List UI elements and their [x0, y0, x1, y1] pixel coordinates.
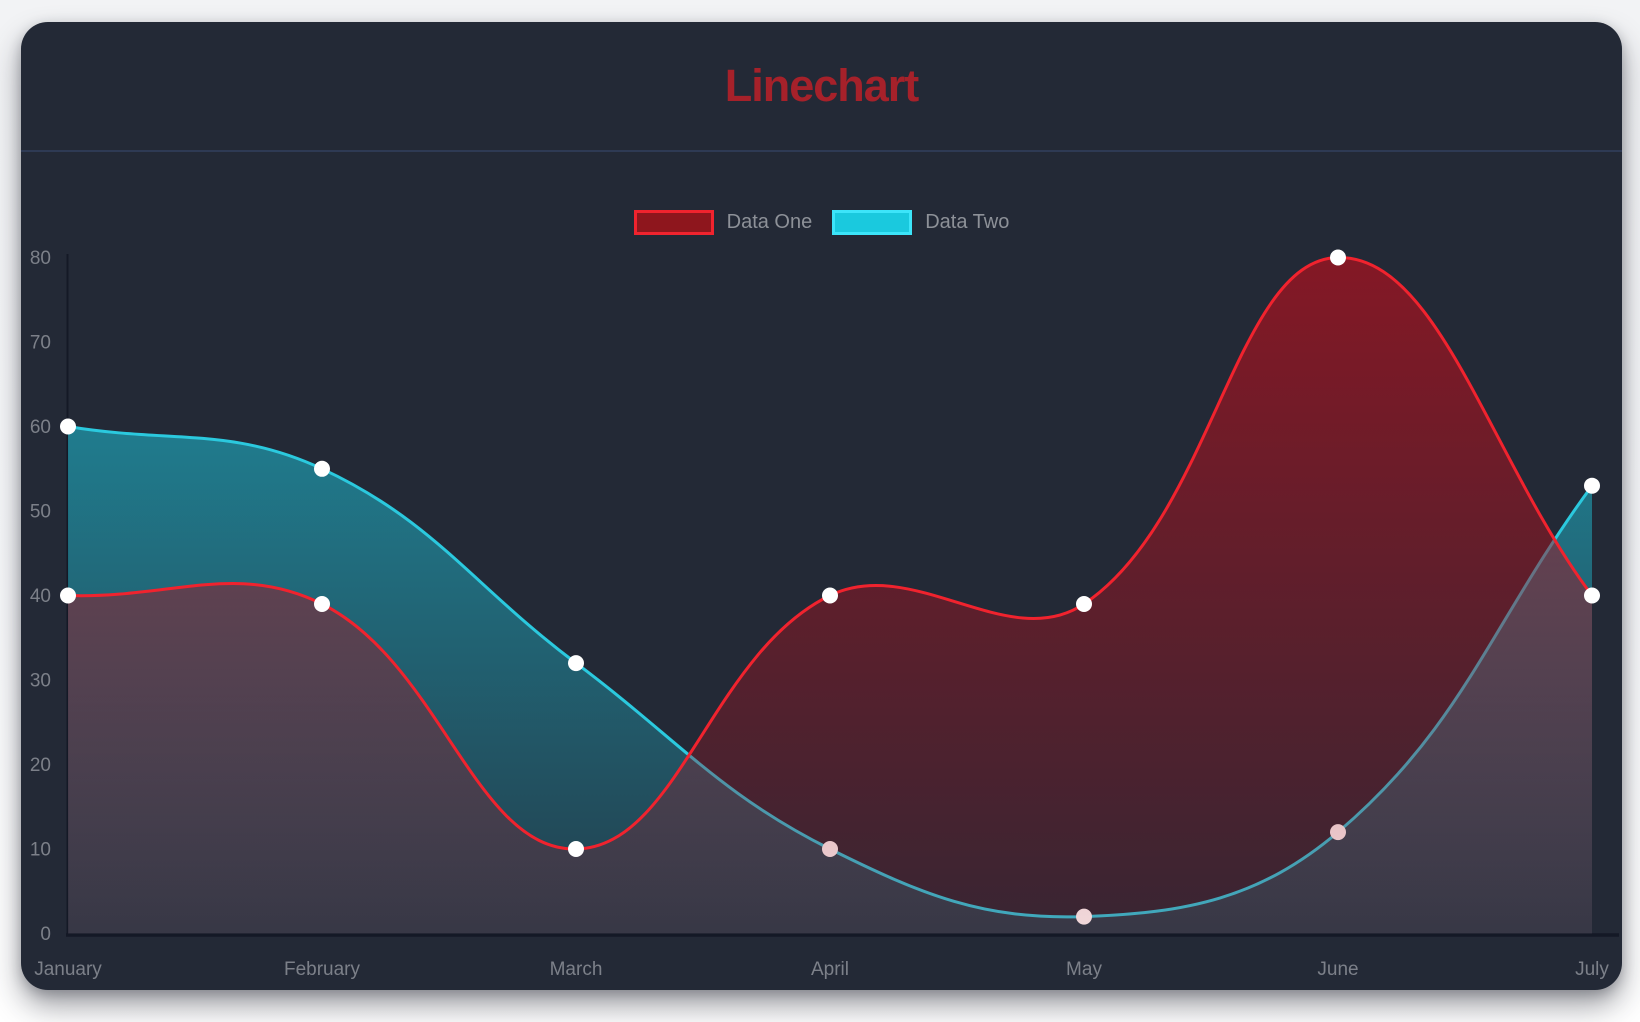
legend-swatch-data-two — [832, 210, 913, 235]
x-axis-tick-labels: January February March April May June July — [34, 959, 1609, 980]
y-tick-label: 70 — [30, 333, 51, 354]
legend-label: Data One — [726, 211, 813, 233]
data-point-data-one-march[interactable] — [568, 841, 584, 857]
y-tick-label: 50 — [30, 502, 51, 523]
data-point-data-one-february[interactable] — [314, 596, 330, 612]
y-tick-label: 20 — [30, 755, 51, 776]
title-divider — [21, 150, 1622, 152]
y-tick-label: 10 — [30, 840, 51, 861]
data-point-data-two-january[interactable] — [60, 418, 76, 435]
data-point-data-one-april[interactable] — [822, 587, 838, 604]
data-point-data-one-may[interactable] — [1076, 596, 1092, 612]
x-tick-label: June — [1317, 959, 1358, 980]
y-tick-label: 30 — [30, 671, 51, 692]
legend-swatch-data-one — [633, 210, 714, 235]
line-chart-canvas[interactable]: 0 10 20 30 40 50 60 70 80 January February March Apr… — [21, 22, 1622, 990]
series-data-one-line — [66, 255, 1594, 851]
chart-card: Linechart Data One Data Two 0 10 20 30 40 50 60… — [21, 22, 1622, 990]
x-tick-label: January — [34, 959, 102, 980]
x-tick-label: March — [550, 959, 603, 980]
data-point-data-two-february[interactable] — [314, 460, 330, 477]
y-tick-label: 60 — [30, 417, 51, 438]
x-tick-label: February — [284, 959, 361, 980]
legend-item-data-one[interactable]: Data One — [633, 210, 813, 235]
series-data-one — [60, 249, 1600, 934]
data-point-data-two-july[interactable] — [1584, 477, 1600, 494]
y-axis-tick-labels: 0 10 20 30 40 50 60 70 80 — [30, 248, 51, 945]
data-point-data-two-march[interactable] — [568, 655, 584, 672]
y-tick-label: 0 — [40, 924, 51, 945]
x-tick-label: May — [1066, 959, 1102, 980]
y-tick-label: 80 — [30, 248, 51, 269]
x-tick-label: July — [1575, 959, 1609, 980]
data-point-data-one-january[interactable] — [60, 587, 76, 604]
y-tick-label: 40 — [30, 586, 51, 607]
legend-label: Data Two — [925, 211, 1010, 233]
chart-title: Linechart — [724, 60, 920, 111]
x-tick-label: April — [811, 959, 849, 980]
data-point-data-one-june[interactable] — [1330, 249, 1346, 266]
chart-legend: Data One Data Two — [21, 210, 1622, 235]
data-point-data-one-july[interactable] — [1584, 587, 1600, 604]
series-data-one-area — [68, 257, 1592, 934]
legend-item-data-two[interactable]: Data Two — [832, 210, 1009, 235]
